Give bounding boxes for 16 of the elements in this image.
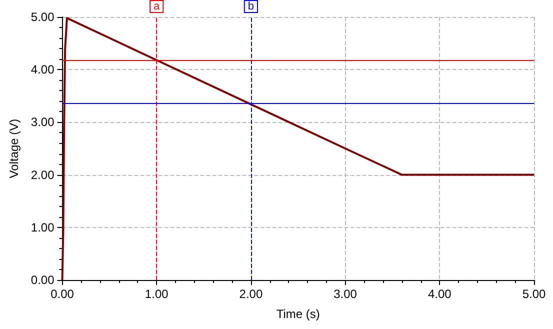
- y-tick-label: 0.00: [30, 273, 55, 287]
- x-tick-label: 2.00: [239, 287, 263, 301]
- y-tick-label: 1.00: [30, 220, 55, 234]
- ref-line-label: a: [154, 0, 161, 12]
- y-tick-label: 5.00: [30, 10, 55, 24]
- x-tick-label: 4.00: [428, 287, 452, 301]
- y-axis-title: Voltage (V): [7, 118, 21, 178]
- ref-line-label: b: [248, 0, 254, 12]
- y-tick-label: 3.00: [30, 115, 55, 130]
- x-tick-label: 3.00: [334, 287, 358, 301]
- x-tick-label: 1.00: [144, 287, 169, 301]
- x-tick-label: 0.00: [50, 287, 74, 301]
- y-tick-label: 2.00: [30, 168, 55, 182]
- x-tick-label: 5.00: [522, 287, 546, 301]
- y-tick-label: 4.00: [30, 62, 55, 77]
- x-axis-title: Time (s): [276, 307, 320, 321]
